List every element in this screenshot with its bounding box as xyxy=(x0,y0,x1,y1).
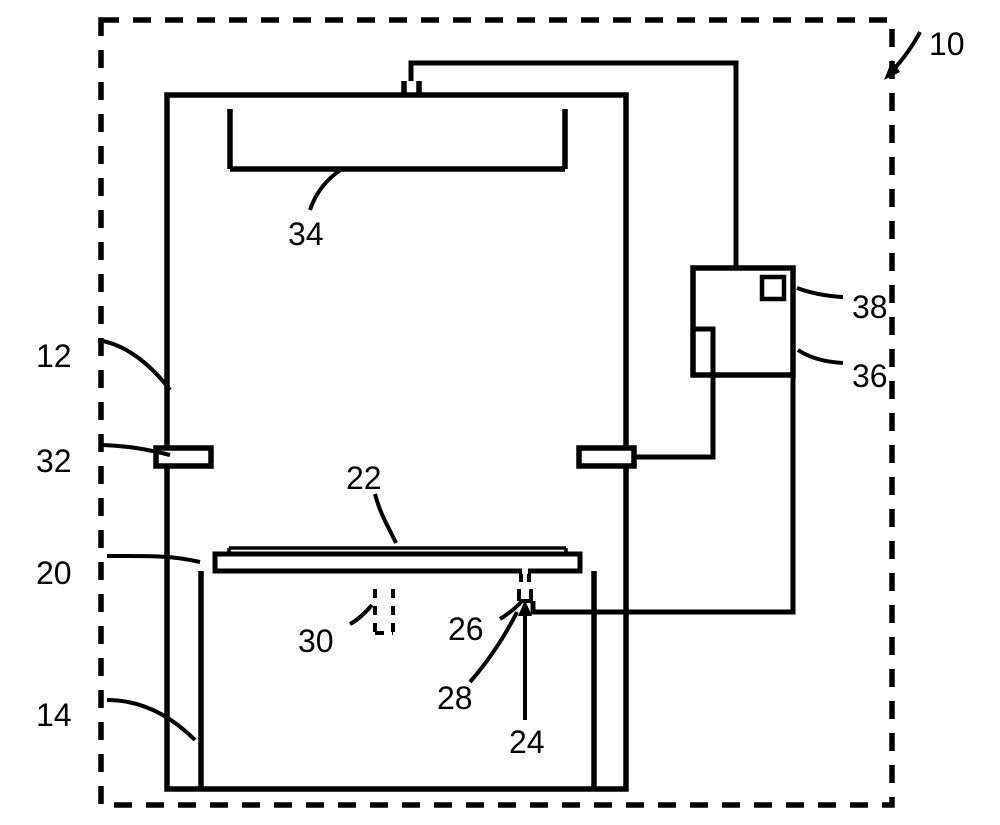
label-30: 30 xyxy=(298,623,334,660)
control-box-36 xyxy=(693,268,793,375)
control-box-inner-38 xyxy=(762,277,784,299)
schematic-canvas xyxy=(0,0,1000,825)
arrow-24 xyxy=(518,600,532,720)
upper-inner-rect xyxy=(230,109,565,169)
label-22: 22 xyxy=(346,460,382,497)
label-20: 20 xyxy=(36,555,72,592)
label-14: 14 xyxy=(36,697,72,734)
label-12: 12 xyxy=(36,338,72,375)
label-38: 38 xyxy=(852,289,888,326)
label-10: 10 xyxy=(929,26,965,63)
right-tab xyxy=(579,448,634,466)
label-24: 24 xyxy=(509,724,545,761)
label-36: 36 xyxy=(852,358,888,395)
outer-boundary xyxy=(101,20,892,805)
left-tab xyxy=(156,448,211,466)
label-32: 32 xyxy=(36,443,72,480)
label-28: 28 xyxy=(437,680,473,717)
wire-side xyxy=(533,375,793,612)
small-notch xyxy=(519,571,531,601)
label-34: 34 xyxy=(288,216,324,253)
main-enclosure xyxy=(167,95,626,789)
wire-right-tab xyxy=(634,329,713,457)
hidden-stub-30 xyxy=(375,589,393,633)
label-26: 26 xyxy=(448,611,484,648)
